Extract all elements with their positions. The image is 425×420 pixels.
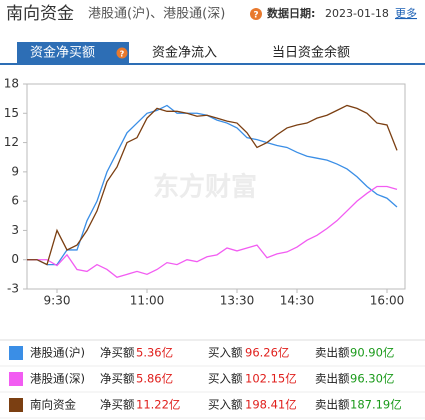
table-cell: 5.86亿 [136,372,173,386]
title: 南向资金 [6,4,74,24]
tab[interactable]: 资金净买额 [30,45,95,61]
table-cell: 卖出额 [315,398,350,412]
legend-swatch [9,398,23,412]
y-tick-label: -3 [7,282,19,296]
table-cell: 买入额 [208,398,243,412]
series-line [27,104,398,266]
x-tick-label: 13:30 [220,294,255,308]
x-tick-label: 14:30 [280,294,315,308]
table-cell: 96.26亿 [245,346,289,360]
tab[interactable]: 资金净流入 [152,45,217,61]
watermark: 东方财富 [153,172,257,203]
active-tab-bg [17,42,129,64]
tab-help-icon[interactable] [116,47,128,59]
x-tick-label: 11:00 [130,294,165,308]
series-line [27,185,398,279]
date-label: 数据日期: [267,6,315,20]
table-cell: 净买额 [100,346,135,360]
series-line [27,104,398,266]
table-cell: 11.22亿 [136,398,180,412]
y-tick-label: 9 [11,164,19,178]
table-cell: 买入额 [208,372,243,386]
y-tick-label: 15 [4,106,19,120]
table-cell: 198.41亿 [245,398,297,412]
table-cell: 港股通(沪) [30,346,85,360]
legend-swatch [9,346,23,360]
table-cell: 卖出额 [315,346,350,360]
y-tick-label: 3 [11,223,19,237]
y-tick-label: 6 [11,194,19,208]
table-cell: 卖出额 [315,372,350,386]
more-link[interactable]: 更多 [395,6,417,20]
table-cell: 净买额 [100,398,135,412]
tab-help-mark: ? [120,50,125,59]
y-tick-label: 12 [4,135,19,149]
y-tick-label: 18 [4,77,19,91]
x-tick-label: 9:30 [44,294,71,308]
table-cell: 90.90亿 [350,346,394,360]
legend-swatch [9,372,23,386]
table-cell: 96.30亿 [350,372,394,386]
table-cell: 102.15亿 [245,372,297,386]
table-cell: 5.36亿 [136,346,173,360]
tab[interactable]: 当日资金余额 [272,45,350,61]
y-tick-label: 0 [11,252,19,266]
plot-frame [26,83,406,290]
table-cell: 港股通(深) [30,372,85,386]
x-tick-label: 16:00 [370,294,405,308]
table-cell: 净买额 [100,372,135,386]
subtitle: 港股通(沪)、港股通(深) [88,6,225,22]
table-cell: 南向资金 [30,398,76,412]
table-cell: 187.19亿 [350,398,402,412]
date: 2023-01-18 [325,7,389,20]
table-cell: 买入额 [208,346,243,360]
help-mark: ? [253,11,258,21]
help-icon[interactable] [250,8,262,20]
